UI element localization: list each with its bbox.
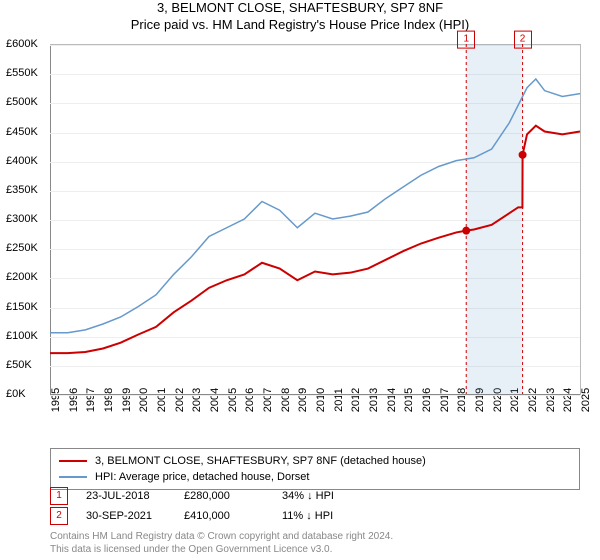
y-tick-label: £550K [6,67,38,79]
y-tick-label: £300K [6,213,38,225]
marker-callout: 1 [457,29,475,48]
x-tick-label: 2025 [580,388,592,412]
y-tick-label: £600K [6,38,38,50]
y-tick-label: £0K [6,388,26,400]
y-tick-label: £450K [6,126,38,138]
legend-item: HPI: Average price, detached house, Dors… [59,469,571,485]
y-tick-label: £400K [6,155,38,167]
chart-container: { "title": "3, BELMONT CLOSE, SHAFTESBUR… [0,0,600,560]
y-tick-label: £250K [6,242,38,254]
marker-callout: 2 [514,29,532,48]
y-tick-label: £200K [6,271,38,283]
legend-box: 3, BELMONT CLOSE, SHAFTESBURY, SP7 8NF (… [50,448,580,490]
transaction-row: 230-SEP-2021£410,00011% ↓ HPI [50,506,580,526]
footer-text-2: This data is licensed under the Open Gov… [50,543,580,556]
legend-item: 3, BELMONT CLOSE, SHAFTESBURY, SP7 8NF (… [59,453,571,469]
footer-text-1: Contains HM Land Registry data © Crown c… [50,530,580,543]
plot-svg [50,44,580,394]
y-tick-label: £150K [6,301,38,313]
y-tick-label: £50K [6,359,32,371]
transaction-row: 123-JUL-2018£280,00034% ↓ HPI [50,486,580,506]
y-tick-label: £100K [6,330,38,342]
y-tick-label: £500K [6,96,38,108]
data-attribution: Contains HM Land Registry data © Crown c… [50,530,580,556]
chart-subtitle: Price paid vs. HM Land Registry's House … [0,17,600,32]
transactions-table: 123-JUL-2018£280,00034% ↓ HPI230-SEP-202… [50,486,580,526]
y-tick-label: £350K [6,184,38,196]
chart-title: 3, BELMONT CLOSE, SHAFTESBURY, SP7 8NF [0,0,600,15]
